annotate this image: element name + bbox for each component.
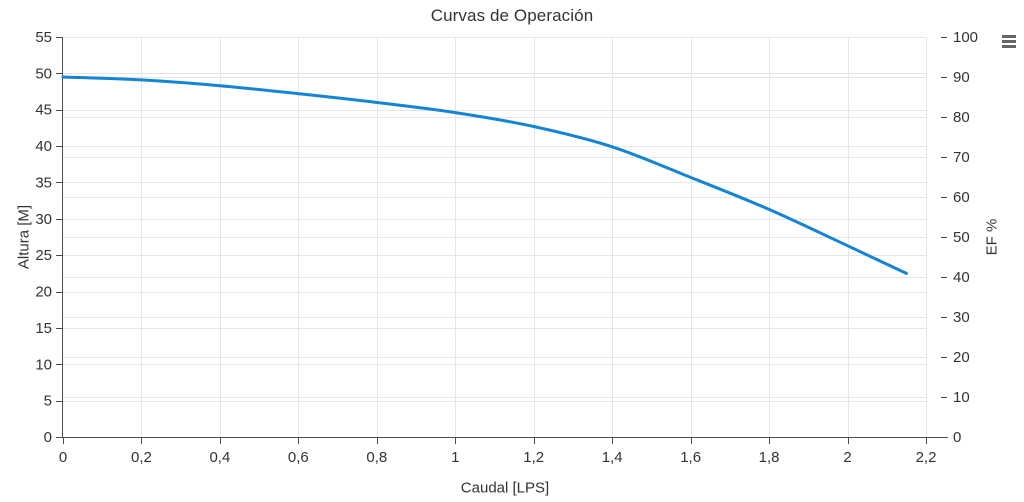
export-menu-button[interactable]: [998, 32, 1020, 52]
series-line-altura[interactable]: [61, 75, 908, 275]
x-tick-label: 1: [451, 449, 459, 466]
y-tick-label-left: 45: [35, 102, 52, 119]
y-tick-label-left: 50: [35, 65, 52, 82]
y-tick-label-left: 55: [35, 29, 52, 46]
y-tick-label-left: 10: [35, 356, 52, 373]
x-tick-label: 0,2: [131, 449, 152, 466]
y-tick-label-left: 30: [35, 211, 52, 228]
x-tick-label: 0,4: [209, 449, 230, 466]
y-tick-label-right: 0: [953, 429, 961, 446]
x-tick-label: 2,2: [916, 449, 937, 466]
y-tick-label-left: 5: [44, 393, 52, 410]
y-tick-label-right: 50: [953, 229, 970, 246]
y-tick-label-right: 60: [953, 189, 970, 206]
x-tick-label: 0,6: [288, 449, 309, 466]
y-tick-label-right: 10: [953, 389, 970, 406]
x-tick-label: 0,8: [366, 449, 387, 466]
chart-title: Curvas de Operación: [430, 6, 594, 25]
y-tick-label-right: 70: [953, 149, 970, 166]
x-tick-label: 1,6: [680, 449, 701, 466]
hamburger-icon: [1002, 34, 1016, 48]
x-tick-label: 2: [843, 449, 851, 466]
y-tick-label-left: 20: [35, 284, 52, 301]
x-tick-label: 1,2: [523, 449, 544, 466]
y-tick-label-left: 0: [44, 429, 52, 446]
y-tick-label-left: 35: [35, 174, 52, 191]
x-tick-label: 0: [59, 449, 67, 466]
y-tick-label-left: 25: [35, 247, 52, 264]
y-tick-label-right: 30: [953, 309, 970, 326]
y-axis-title-left: Altura [M]: [15, 204, 33, 270]
x-tick-label: 1,8: [759, 449, 780, 466]
y-tick-label-right: 80: [953, 109, 970, 126]
y-tick-label-left: 40: [35, 138, 52, 155]
x-axis-title: Caudal [LPS]: [460, 479, 550, 497]
y-tick-label-right: 20: [953, 349, 970, 366]
y-tick-label-right: 90: [953, 69, 970, 86]
y-tick-label-left: 15: [35, 320, 52, 337]
x-tick-label: 1,4: [602, 449, 623, 466]
y-axis-title-right: EF %: [983, 218, 1001, 256]
y-tick-label-right: 40: [953, 269, 970, 286]
y-tick-label-right: 100: [953, 29, 978, 46]
